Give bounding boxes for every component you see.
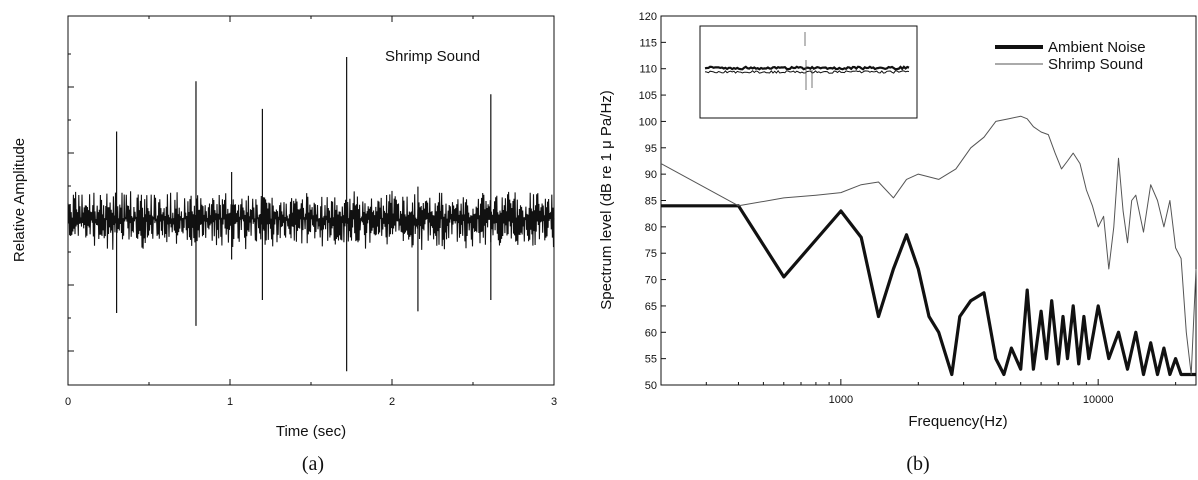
inset-trace-thin	[704, 69, 910, 74]
y-tick-label: 115	[639, 37, 657, 49]
y-tick-label: 55	[645, 354, 657, 366]
x-tick-label: 1000	[829, 394, 853, 406]
panel-b-legend: Ambient Noise Shrimp Sound	[995, 39, 1146, 73]
x-tick-label: 1	[227, 396, 233, 408]
panel-a-waveform-series	[67, 190, 555, 250]
panel-b-x-tick-labels: 1000 10000	[829, 394, 1114, 406]
series-line-shrimp-sound	[660, 115, 1197, 375]
y-tick-label: 105	[639, 90, 657, 102]
panel-a-x-axis-title: Time (sec)	[276, 423, 346, 440]
y-tick-label: 85	[645, 196, 657, 208]
panel-a-waveform-chart: 0 1 2 3 Shrimp Sound Time (sec) Relative Am…	[11, 15, 557, 475]
legend-label-shrimp-sound: Shrimp Sound	[1048, 56, 1143, 73]
panel-b-inset	[699, 25, 918, 119]
y-tick-label: 100	[639, 116, 657, 128]
x-tick-label: 0	[65, 396, 71, 408]
panel-a-annotation: Shrimp Sound	[385, 48, 480, 65]
panel-b-spectrum-chart: 50 55 60 65 70 75 80 85 90 95 100 105 110 115 120 1000…	[598, 11, 1197, 475]
y-tick-label: 90	[645, 169, 657, 181]
y-tick-label: 110	[639, 64, 657, 76]
series-line-ambient-noise	[661, 204, 1196, 377]
panel-a-x-tick-labels: 0 1 2 3	[65, 396, 557, 408]
panel-b-y-axis-title: Spectrum level (dB re 1 μ Pa/Hz)	[598, 90, 615, 310]
panel-b-inset-traces	[704, 32, 910, 90]
x-tick-label: 3	[551, 396, 557, 408]
panel-b-tick-marks	[660, 15, 1177, 386]
legend-label-ambient-noise: Ambient Noise	[1048, 39, 1146, 56]
panel-a-tick-marks	[67, 16, 555, 385]
y-tick-label: 65	[645, 301, 657, 313]
x-tick-label: 10000	[1083, 394, 1114, 406]
y-tick-label: 70	[645, 275, 657, 287]
y-tick-label: 80	[645, 222, 657, 234]
panel-a-label: (a)	[302, 453, 324, 475]
x-tick-label: 2	[389, 396, 395, 408]
panel-b-x-axis-title: Frequency(Hz)	[908, 413, 1007, 430]
panel-b-series-lines	[660, 115, 1197, 377]
panel-b-label: (b)	[906, 453, 929, 475]
panel-b-y-tick-labels: 50 55 60 65 70 75 80 85 90 95 100 105 110 115 120	[639, 11, 657, 392]
y-tick-label: 50	[645, 380, 657, 392]
y-tick-label: 60	[645, 327, 657, 339]
inset-trace-thick	[704, 65, 910, 71]
y-tick-label: 120	[639, 11, 657, 23]
panel-a-spike-marks	[115, 57, 492, 372]
waveform-trace	[67, 190, 555, 250]
y-tick-label: 95	[645, 143, 657, 155]
panel-a-y-axis-title: Relative Amplitude	[11, 138, 28, 262]
y-tick-label: 75	[645, 248, 657, 260]
